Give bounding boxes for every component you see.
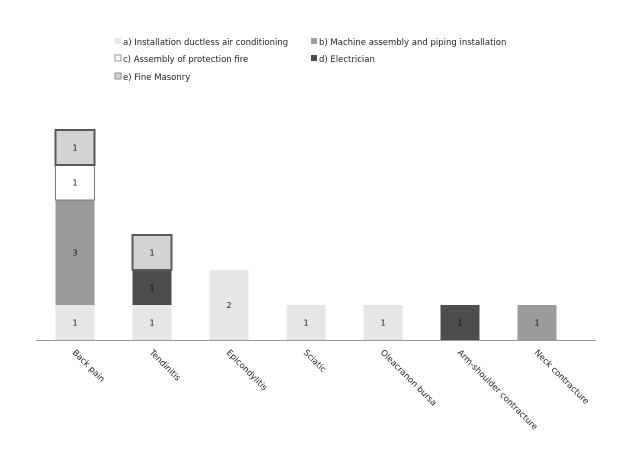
legend-swatch bbox=[114, 72, 122, 80]
legend-swatch bbox=[311, 55, 317, 61]
data-label: 1 bbox=[380, 319, 385, 328]
plot-area: 1 3 1 1 Back pain 1 1 1 Tendinitis 2 Epicondylitis… bbox=[36, 129, 596, 432]
data-label: 3 bbox=[72, 249, 77, 258]
legend: a) Installation ductless air conditionin… bbox=[114, 38, 506, 83]
x-tick-label: Epicondylitis bbox=[224, 348, 269, 393]
bar-segment bbox=[132, 270, 172, 305]
legend-swatch bbox=[114, 54, 122, 62]
x-tick-label: Tendinitis bbox=[146, 347, 182, 383]
bar-segment bbox=[286, 305, 326, 340]
data-label: 1 bbox=[72, 144, 77, 153]
bar-segment bbox=[132, 305, 172, 340]
bar-segment bbox=[517, 305, 557, 340]
data-label: 1 bbox=[72, 179, 77, 188]
legend-label: d) Electrician bbox=[319, 55, 375, 65]
x-tick-label: Back pain bbox=[70, 348, 107, 385]
x-tick-label: Neck contracture bbox=[532, 348, 591, 407]
data-label: 1 bbox=[72, 319, 77, 328]
legend-label: e) Fine Masonry bbox=[123, 73, 190, 83]
bar-segment bbox=[55, 164, 95, 201]
legend-label: b) Machine assembly and piping installat… bbox=[319, 38, 506, 48]
data-label: 1 bbox=[457, 319, 462, 328]
legend-swatch bbox=[311, 38, 317, 44]
data-label: 2 bbox=[226, 301, 231, 310]
x-tick-label: Sciatic bbox=[301, 348, 328, 375]
legend-label: a) Installation ductless air conditionin… bbox=[123, 38, 288, 48]
bar-segment bbox=[131, 234, 173, 271]
bar-segment bbox=[55, 305, 95, 340]
bar-segment bbox=[363, 305, 403, 340]
bar-segment bbox=[54, 129, 96, 166]
bar-segment bbox=[440, 305, 480, 340]
x-tick-label: Arm-shoulder contracture bbox=[455, 348, 539, 432]
x-tick-label: Oleacranon bursa bbox=[378, 348, 438, 408]
data-label: 1 bbox=[149, 249, 154, 258]
data-label: 1 bbox=[149, 319, 154, 328]
data-label: 1 bbox=[303, 319, 308, 328]
bar-segment bbox=[55, 200, 95, 305]
bar-segment bbox=[209, 270, 249, 340]
legend-label: c) Assembly of protection fire bbox=[123, 55, 248, 65]
data-label: 1 bbox=[149, 284, 154, 293]
legend-swatch bbox=[115, 38, 121, 44]
data-label: 1 bbox=[534, 319, 539, 328]
